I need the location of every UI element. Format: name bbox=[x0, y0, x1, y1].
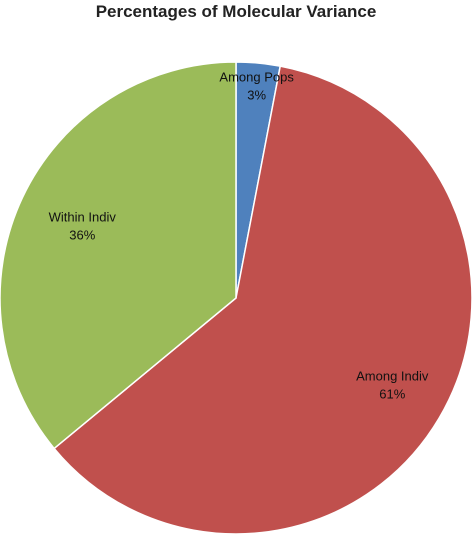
pie-label-value: 3% bbox=[247, 87, 266, 102]
pie-label-among-indiv: Among Indiv 61% bbox=[356, 368, 429, 401]
pie-label-name: Within Indiv bbox=[49, 210, 117, 225]
pie-label-name: Among Pops bbox=[219, 69, 294, 84]
pie-labels: Among Pops 3% Among Indiv 61% Within Indiv 36… bbox=[49, 69, 429, 401]
chart-title: Percentages of Molecular Variance bbox=[96, 2, 377, 21]
pie-label-among-pops: Among Pops 3% bbox=[219, 69, 294, 102]
pie-label-name: Among Indiv bbox=[356, 368, 429, 383]
pie-slice-within-indiv bbox=[0, 61, 237, 450]
pie-label-value: 61% bbox=[379, 386, 405, 401]
pie-label-within-indiv: Within Indiv 36% bbox=[49, 210, 117, 243]
pie-label-value: 36% bbox=[69, 228, 95, 243]
pie-slice-among-indiv bbox=[53, 65, 472, 535]
pie-slices bbox=[0, 61, 472, 535]
